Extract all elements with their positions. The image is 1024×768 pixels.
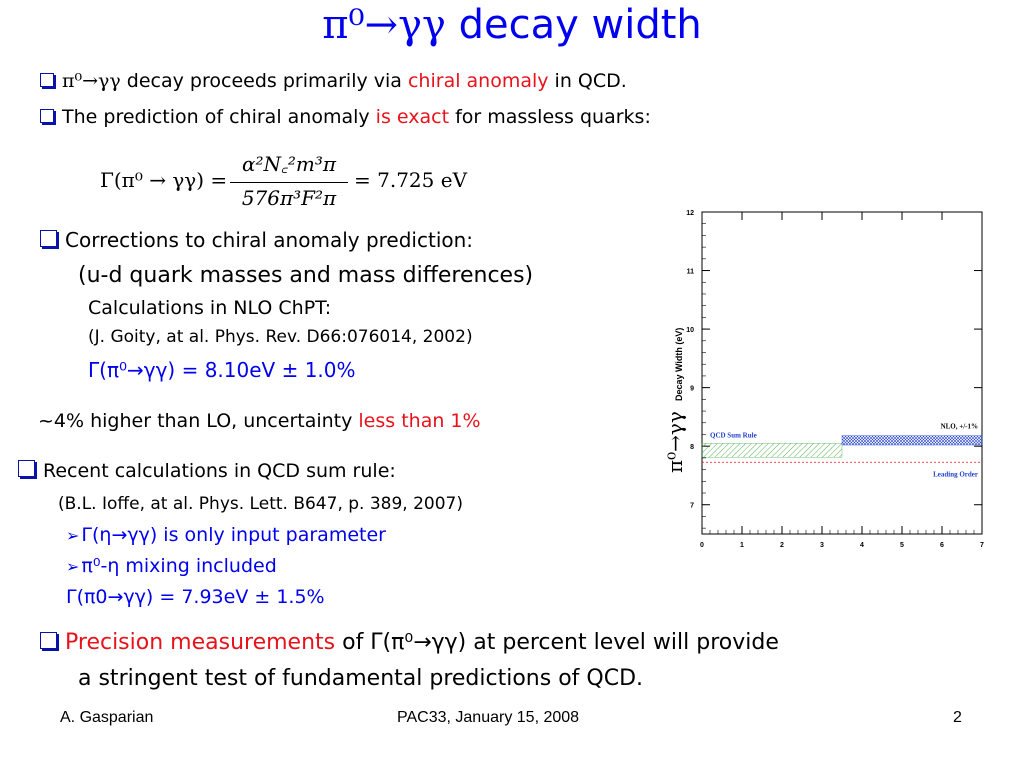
footer-author: A. Gasparian (60, 709, 154, 726)
slide-title: π⁰→γγ decay width (0, 2, 1024, 48)
footer-event: PAC33, January 15, 2008 (397, 709, 580, 726)
sub-bullet-eta: ➢ Γ(η→γγ) is only input parameter (66, 524, 386, 546)
x-tick-label: 6 (940, 542, 944, 549)
footer-page-number: 2 (953, 709, 962, 726)
bullet-precision: Precision measurements of Γ(π⁰→γγ) at pe… (40, 630, 779, 655)
bullet-text-end: for massless quarks: (449, 106, 651, 128)
x-tick-label: 0 (700, 542, 704, 549)
fraction-bar (230, 182, 348, 183)
x-tick-label: 1 (740, 542, 744, 549)
highlight-text: less than 1% (358, 410, 481, 432)
bullet-qcd-sum-rule: Recent calculations in QCD sum rule: (18, 460, 396, 482)
x-tick-label: 5 (900, 542, 904, 549)
lo-comparison: ~4% higher than LO, uncertainty less tha… (38, 410, 481, 432)
formula-numerator: α²N꜀²m³π (241, 152, 337, 176)
bullet-prediction-exact: The prediction of chiral anomaly is exac… (40, 106, 651, 128)
bullet-box-icon (40, 230, 57, 247)
sub-bullet-text: π⁰-η mixing included (81, 555, 277, 577)
bullet-box-icon (40, 109, 54, 123)
bullet-text: The prediction of chiral anomaly (62, 106, 376, 128)
bullet-box-icon (18, 460, 35, 477)
y-tick-label: 10 (686, 327, 694, 334)
goity-reference: (J. Goity, at al. Phys. Rev. D66:076014,… (88, 327, 473, 347)
formula-rhs: = 7.725 eV (354, 168, 468, 192)
x-tick-label: 2 (780, 542, 784, 549)
formula-lhs: Γ(π⁰ → γγ) = (100, 168, 228, 192)
nlo-result: Γ(π⁰→γγ) = 8.10eV ± 1.0% (88, 358, 356, 382)
bullet-text: of Γ(π⁰→γγ) at percent level will provid… (335, 630, 779, 655)
bullet-text: Corrections to chiral anomaly prediction… (65, 228, 474, 252)
bullet-corrections: Corrections to chiral anomaly prediction… (40, 228, 473, 253)
anomaly-formula: Γ(π⁰ → γγ) = α²N꜀²m³π 576π³F²π = 7.725 e… (100, 150, 470, 218)
arrowhead-icon: ➢ (66, 526, 80, 545)
highlight-text: Precision measurements (65, 630, 336, 655)
nlo-chpt-label: Calculations in NLO ChPT: (88, 297, 332, 319)
y-tick-label: 7 (690, 503, 694, 510)
nlo-label: NLO, +/-1% (941, 423, 978, 431)
decay-formula: π⁰→γγ (62, 70, 121, 92)
leading-order-label: Leading Order (933, 470, 978, 478)
decay-width-chart: 0 1 2 3 4 5 6 7 7 8 9 10 11 12 QCD Sum Rule NLO, +/-1% L… (640, 198, 1000, 558)
bullet-text-end: in QCD. (548, 70, 627, 92)
y-axis-label: π⁰→γγ Decay Width (eV) (663, 328, 687, 473)
x-tick-label: 7 (980, 542, 984, 549)
highlight-text: is exact (375, 106, 450, 128)
plot-frame (701, 211, 983, 535)
arrowhead-icon: ➢ (66, 557, 80, 576)
y-tick-label: 9 (690, 386, 694, 393)
sub-bullet-mixing: ➢ π⁰-η mixing included (66, 555, 277, 577)
y-axis-label-text: Decay Width (eV) (674, 328, 684, 401)
y-tick-label: 11 (687, 269, 695, 276)
highlight-text: chiral anomaly (407, 70, 549, 92)
formula-denominator: 576π³F²π (241, 186, 337, 210)
y-axis-label-greek: π⁰→γγ (663, 411, 687, 473)
qcd-sum-rule-label: QCD Sum Rule (710, 431, 757, 439)
nlo-band (841, 435, 983, 446)
y-tick-label: 12 (686, 210, 694, 217)
bullet-box-icon (40, 73, 54, 87)
bullet-box-icon (40, 632, 57, 649)
title-formula: π⁰→γγ (322, 2, 446, 48)
corrections-detail: (u-d quark masses and mass differences) (78, 263, 534, 288)
bullet-text: decay proceeds primarily via (120, 70, 408, 92)
qcd-sum-rule-band (701, 443, 843, 458)
bullet-text: Recent calculations in QCD sum rule: (43, 460, 396, 482)
x-tick-label: 3 (820, 542, 824, 549)
bullet-chiral-anomaly: π⁰→γγ decay proceeds primarily via chira… (40, 70, 627, 92)
sub-bullet-text: Γ(η→γγ) is only input parameter (81, 524, 386, 546)
qcd-sum-result: Γ(π0→γγ) = 7.93eV ± 1.5% (66, 586, 325, 608)
x-tick-label: 4 (860, 542, 864, 549)
precision-detail: a stringent test of fundamental predicti… (78, 666, 644, 691)
comparison-text: ~4% higher than LO, uncertainty (38, 410, 359, 432)
ioffe-reference: (B.L. Ioffe, at al. Phys. Lett. B647, p.… (58, 494, 463, 514)
title-text: decay width (445, 2, 702, 48)
y-tick-label: 8 (690, 444, 694, 451)
